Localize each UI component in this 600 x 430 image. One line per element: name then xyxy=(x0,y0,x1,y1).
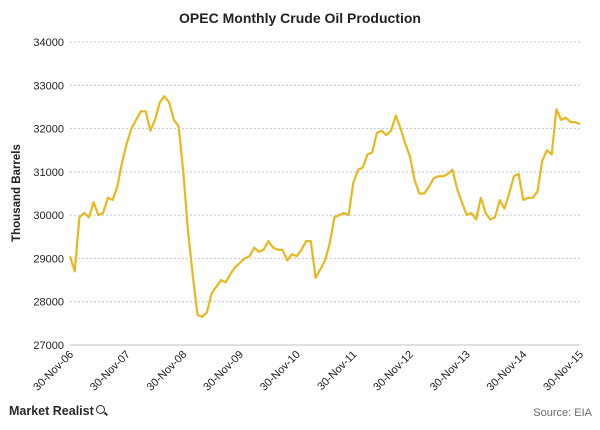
x-tick-label: 30-Nov-09 xyxy=(201,349,246,394)
magnifier-icon xyxy=(95,405,105,414)
x-tick-label: 30-Nov-12 xyxy=(371,349,416,394)
y-tick-label: 29000 xyxy=(33,253,64,265)
brand-logo: Market Realist xyxy=(9,404,105,418)
y-tick-label: 27000 xyxy=(33,340,64,352)
x-tick-label: 30-Nov-06 xyxy=(31,349,76,394)
source-note: Source: EIA xyxy=(533,407,592,419)
x-tick-label: 30-Nov-15 xyxy=(541,349,586,394)
brand-name: Market Realist xyxy=(9,404,94,418)
y-tick-label: 33000 xyxy=(33,80,64,92)
x-tick-label: 30-Nov-08 xyxy=(145,349,190,394)
y-tick-label: 34000 xyxy=(33,37,64,49)
y-axis-label: Thousand Barrels xyxy=(11,144,23,242)
y-axis-ticks: 27000 28000 29000 30000 31000 32000 33000 34000 xyxy=(33,37,64,352)
y-tick-label: 28000 xyxy=(33,297,64,309)
x-axis-ticks: 30-Nov-06 30-Nov-07 30-Nov-08 30-Nov-09 30-N… xyxy=(31,349,586,394)
chart-title: OPEC Monthly Crude Oil Production xyxy=(179,10,421,26)
x-tick-label: 30-Nov-14 xyxy=(485,349,530,394)
y-tick-label: 31000 xyxy=(33,167,64,179)
x-tick-label: 30-Nov-13 xyxy=(428,349,473,394)
x-tick-label: 30-Nov-10 xyxy=(258,349,303,394)
y-tick-label: 30000 xyxy=(33,210,64,222)
x-tick-label: 30-Nov-07 xyxy=(88,349,133,394)
series-line xyxy=(68,94,581,318)
y-tick-label: 32000 xyxy=(33,124,64,136)
x-tick-label: 30-Nov-11 xyxy=(315,349,359,393)
